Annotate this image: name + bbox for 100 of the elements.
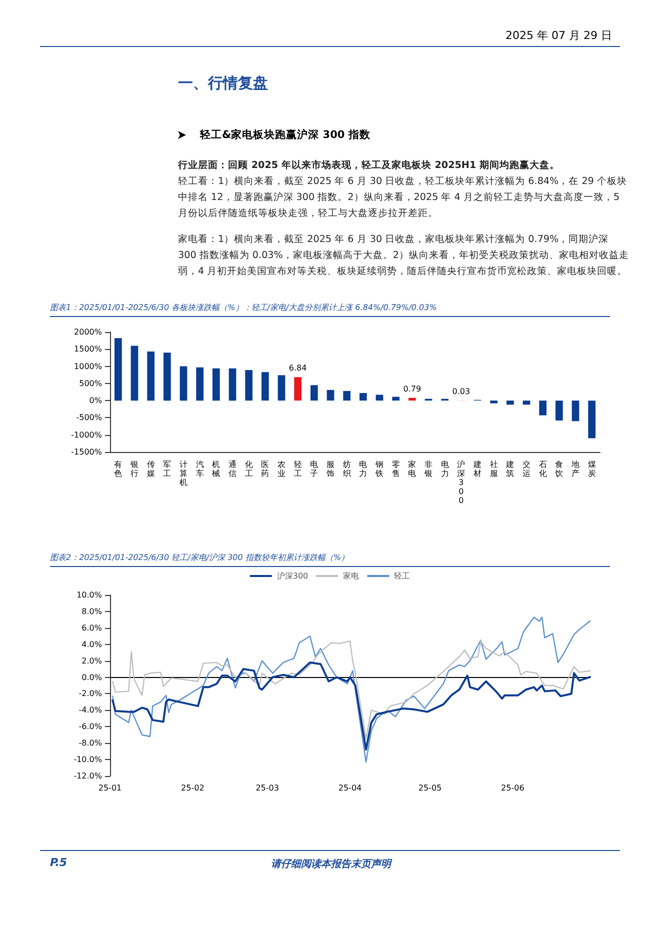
x-tick-label: 25-02 — [181, 784, 204, 792]
bar — [114, 338, 122, 401]
x-tick-label: 电力 — [440, 460, 449, 478]
line-series — [112, 616, 591, 763]
y-tick-label: -500% — [76, 413, 102, 422]
bar — [490, 400, 498, 404]
legend-label: 轻工 — [394, 572, 410, 580]
x-tick-label: 汽车 — [196, 460, 204, 478]
x-tick-label: 建材 — [472, 460, 482, 478]
x-tick-label: 建筑 — [505, 460, 514, 478]
x-tick-label: 医药 — [261, 460, 270, 478]
chart-title: 图表2：2025/01/01-2025/6/30 轻工/家电/沪深 300 指数较年初累计涨跌幅（%） — [50, 552, 610, 567]
y-tick-label: 0.0% — [82, 672, 102, 682]
y-tick-label: -1500% — [71, 448, 102, 456]
y-tick-label: 4.0% — [82, 640, 102, 649]
legend-label: 家电 — [343, 572, 360, 580]
bar — [245, 370, 253, 401]
data-label: 6.84 — [288, 364, 307, 373]
x-tick-label: 零售 — [392, 460, 400, 478]
bar — [261, 372, 269, 401]
text: 轻工看：1）横向来看，截至 2025 年 6 月 30 日收盘，轻工板块年累计涨幅为 6.84%，在 29 个板块中排名 12，显著跑赢沪深 300 指数。2）纵向来看，2025 年 4 月之前轻工走势与大盘高度一致，5 月份以后伴随造纸等板块走强，轻工与大盘逐步拉开差距。 — [178, 175, 628, 221]
x-tick-label: 化工 — [244, 460, 253, 478]
text: 家电看：1）横向来看，截至 2025 年 6 月 30 日收盘，家电板块年累计涨幅为 0.79%，同期沪深 300 指数涨幅为 0.03%，家电板涨幅高于大盘。2）纵向来看，年初受关税政策扰动、家电相对收益走弱，4 月初开始美国宣布对等关税、板块延续弱势，随后伴随央行宣布货币宽松政策、家电板块回暖。 — [178, 233, 630, 279]
bar — [130, 346, 138, 401]
x-tick-label: 沪深300 — [457, 460, 466, 505]
line-series — [112, 640, 591, 740]
x-tick-label: 石化 — [538, 460, 547, 478]
x-tick-label: 纺织 — [342, 460, 351, 478]
bar — [228, 368, 236, 401]
bar — [359, 393, 367, 401]
bar — [180, 366, 188, 401]
bar — [294, 377, 302, 401]
x-tick-label: 通信 — [228, 460, 236, 478]
y-tick-label: 10.0% — [76, 590, 102, 600]
y-tick-label: 500% — [79, 378, 102, 388]
y-tick-label: 8.0% — [82, 606, 102, 616]
x-tick-label: 有色 — [114, 460, 122, 478]
x-tick-label: 煤炭 — [588, 460, 596, 478]
bar — [539, 400, 547, 416]
text: 一、行情复盘 — [178, 74, 268, 93]
y-tick-label: -4.0% — [78, 706, 102, 715]
x-tick-label: 电力 — [359, 460, 368, 478]
data-label: 0.03 — [452, 386, 470, 396]
text: 轻工&家电板块跑赢沪深 300 指数 — [198, 128, 370, 142]
bar — [343, 390, 351, 401]
bar — [588, 400, 596, 438]
x-tick-label: 钢铁 — [374, 460, 384, 478]
x-tick-label: 电子 — [310, 460, 318, 478]
x-tick-label: 计算机 — [180, 460, 188, 487]
x-tick-label: 25-01 — [98, 784, 122, 792]
x-tick-label: 25-05 — [418, 784, 442, 792]
y-tick-label: -12.0% — [74, 772, 102, 780]
y-tick-label: 2.0% — [82, 656, 102, 666]
bar — [522, 400, 530, 405]
y-tick-label: 1500% — [74, 344, 102, 354]
bar — [572, 400, 580, 422]
text: 请仔细阅读本报告末页声明 — [271, 859, 391, 870]
bar — [163, 352, 171, 401]
chart-title: 图表1：2025/01/01-2025/6/30 各板块涨跌幅（%）：轻工/家电/大盘分别累计上涨 6.84%/0.79%/0.03% — [50, 302, 610, 317]
x-tick-label: 25-06 — [501, 784, 524, 792]
bar — [376, 394, 384, 401]
bar — [278, 375, 286, 401]
line-series — [112, 661, 591, 751]
y-tick-label: -2.0% — [78, 689, 102, 698]
y-tick-label: 1000% — [74, 362, 102, 371]
bar — [408, 398, 416, 401]
x-tick-label: 传媒 — [146, 460, 155, 478]
bar — [506, 400, 514, 405]
x-tick-label: 非银 — [424, 460, 432, 478]
x-tick-label: 家电 — [408, 460, 416, 478]
bar — [555, 400, 563, 420]
x-tick-label: 机械 — [212, 460, 220, 478]
bar — [326, 390, 334, 401]
y-tick-label: 0% — [89, 396, 102, 406]
x-tick-label: 军工 — [163, 460, 172, 478]
x-tick-label: 食饮 — [554, 460, 564, 478]
text: 行业层面：回顾 2025 年以来市场表现，轻工及家电板块 2025H1 期间均跑赢大盘。 — [178, 158, 560, 173]
y-tick-label: -1000% — [71, 430, 102, 440]
text: P.5 — [50, 856, 68, 869]
y-tick-label: -10.0% — [74, 755, 102, 764]
text: 2025 年 07 月 29 日 — [506, 28, 612, 43]
x-tick-label: 轻工 — [294, 460, 302, 478]
bar — [392, 396, 400, 401]
bar — [212, 368, 220, 401]
bar — [310, 385, 318, 401]
y-tick-label: -8.0% — [78, 738, 102, 748]
x-tick-label: 25-04 — [338, 784, 362, 792]
x-tick-label: 服饰 — [326, 460, 334, 478]
x-tick-label: 交运 — [522, 460, 530, 478]
y-tick-label: 2000% — [74, 328, 102, 336]
x-tick-label: 社服 — [490, 460, 498, 478]
y-tick-label: -6.0% — [78, 722, 102, 732]
x-tick-label: 农业 — [278, 460, 286, 478]
bar — [196, 367, 204, 401]
x-tick-label: 银行 — [130, 460, 138, 478]
data-label: 0.79 — [403, 384, 422, 394]
legend-label: 沪深300 — [276, 572, 308, 580]
x-tick-label: 地产 — [570, 460, 580, 478]
y-tick-label: 6.0% — [82, 623, 102, 632]
x-tick-label: 25-03 — [256, 784, 279, 792]
